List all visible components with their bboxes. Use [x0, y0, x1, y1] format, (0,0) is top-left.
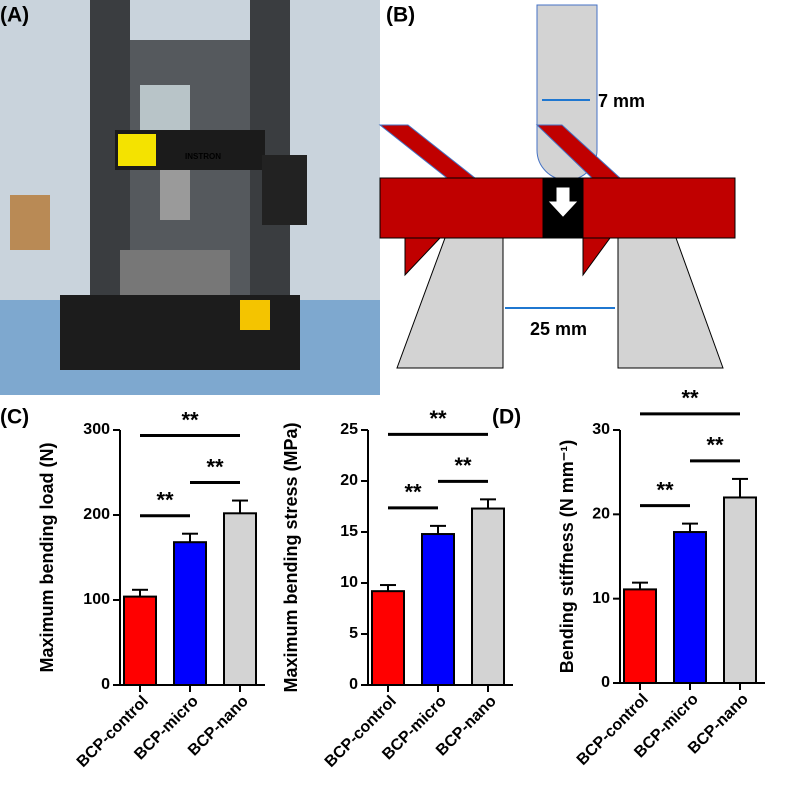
y-tick-label: 20 [340, 472, 358, 489]
fixture [120, 250, 230, 295]
diagram [378, 4, 736, 369]
y-tick-label: 0 [601, 674, 610, 691]
y-axis-label: Bending stiffness (N mm⁻¹) [557, 440, 577, 674]
panel-label: (B) [386, 4, 415, 27]
panel-label: (C) [0, 406, 29, 429]
brand: INSTRON [185, 152, 221, 161]
panel-label: (D) [492, 406, 521, 429]
bar [123, 595, 157, 686]
y-tick-label: 200 [83, 506, 110, 523]
y-tick-label: 300 [83, 421, 110, 438]
wedge [582, 237, 611, 277]
significance-label: ** [706, 433, 724, 458]
screen [140, 85, 190, 130]
significance-label: ** [404, 480, 422, 505]
controller [262, 155, 307, 225]
y-axis-label: Maximum bending stress (MPa) [281, 422, 301, 692]
bar [673, 531, 707, 684]
significance-label: ** [656, 477, 674, 502]
bar [173, 541, 207, 687]
bar [371, 590, 405, 686]
significance-label: ** [429, 406, 447, 431]
y-tick-label: 100 [83, 591, 110, 608]
wedge [404, 237, 442, 277]
y-axis-label: Maximum bending load (N) [37, 442, 57, 672]
clamp [378, 124, 477, 179]
stop-button [240, 300, 270, 330]
arrow [548, 187, 578, 217]
panel-label: (A) [0, 4, 29, 27]
y-tick-label: 10 [340, 574, 358, 591]
significance-label: ** [206, 454, 224, 479]
bar [421, 533, 455, 686]
bar [723, 496, 757, 685]
support [396, 237, 504, 369]
y-tick-label: 20 [592, 506, 610, 523]
significance-label: ** [181, 407, 199, 432]
y-tick-label: 25 [340, 421, 358, 438]
label [118, 134, 156, 166]
dimension-label: 25 mm [530, 319, 587, 339]
support [617, 237, 724, 369]
significance-label: ** [681, 386, 699, 411]
significance-label: ** [156, 488, 174, 513]
photo: INSTRON [0, 0, 380, 395]
y-tick-label: 0 [349, 676, 358, 693]
y-tick-label: 10 [592, 590, 610, 607]
y-tick-label: 5 [349, 625, 358, 642]
y-tick-label: 15 [340, 523, 358, 540]
bar [623, 588, 657, 685]
dimension-label: 7 mm [598, 91, 645, 111]
box [10, 195, 50, 250]
y-tick-label: 30 [592, 421, 610, 438]
significance-label: ** [454, 453, 472, 478]
load-cell [160, 170, 190, 220]
y-tick-label: 0 [101, 676, 110, 693]
bar [223, 512, 257, 686]
bar [471, 507, 505, 687]
